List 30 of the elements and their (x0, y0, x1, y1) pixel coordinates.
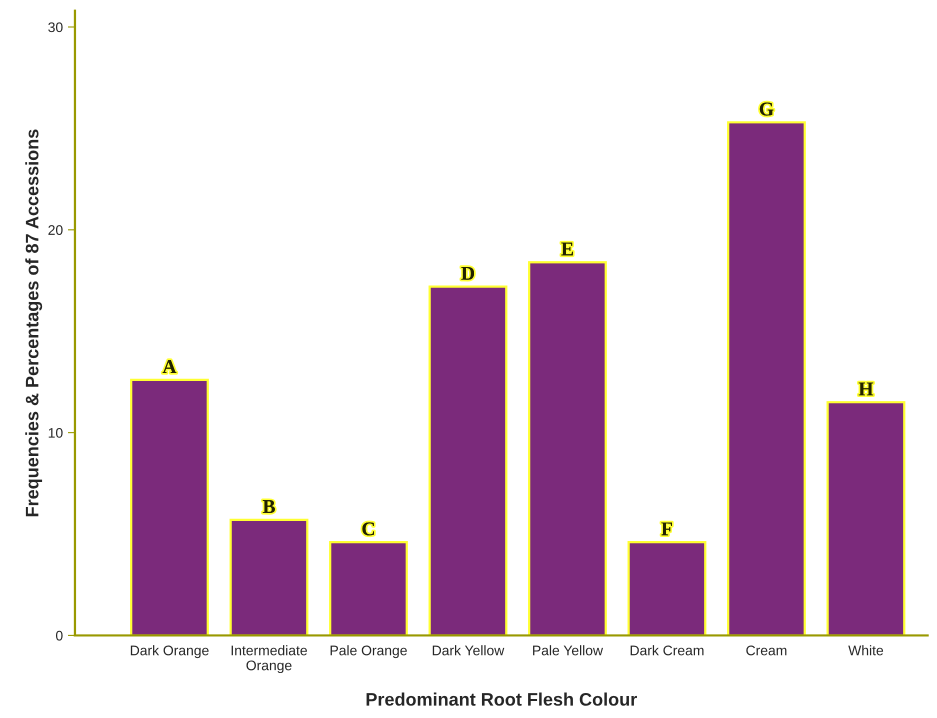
x-tick-label: Dark Cream (630, 645, 704, 656)
x-tick-label: Pale Yellow (533, 645, 604, 656)
annotation: E (561, 242, 573, 256)
annotation: C (362, 522, 374, 536)
x-tick-label: Dark Yellow (432, 645, 504, 656)
y-tick-label: 0 (56, 630, 63, 641)
x-tick-label: White (848, 645, 884, 656)
y-tick-label: 30 (48, 22, 63, 32)
bar (130, 378, 209, 636)
annotation: G (760, 102, 774, 116)
annotation: B (262, 500, 275, 513)
bar (428, 285, 508, 636)
annotation: F (661, 522, 672, 536)
bar (230, 518, 308, 636)
x-tick-label: Pale Orange (330, 645, 407, 658)
annotation: A (162, 360, 176, 373)
x-axis-title: Predominant Root Flesh Colour (366, 692, 637, 706)
y-axis-title: Frequencies & Percentages of 87 Accessions (25, 129, 42, 516)
bar (628, 541, 706, 636)
y-tick-label: 10 (48, 428, 63, 438)
x-tick-label: Intermediate Orange (232, 645, 307, 674)
bar (528, 261, 607, 636)
bar (826, 401, 906, 636)
x-tick-label: Cream (746, 646, 786, 656)
annotation: D (461, 266, 474, 280)
y-tick-label: 20 (48, 225, 63, 235)
bar (329, 541, 408, 636)
bar (727, 121, 806, 636)
annotation: H (858, 382, 874, 396)
x-tick-label: Dark Orange (130, 645, 209, 658)
